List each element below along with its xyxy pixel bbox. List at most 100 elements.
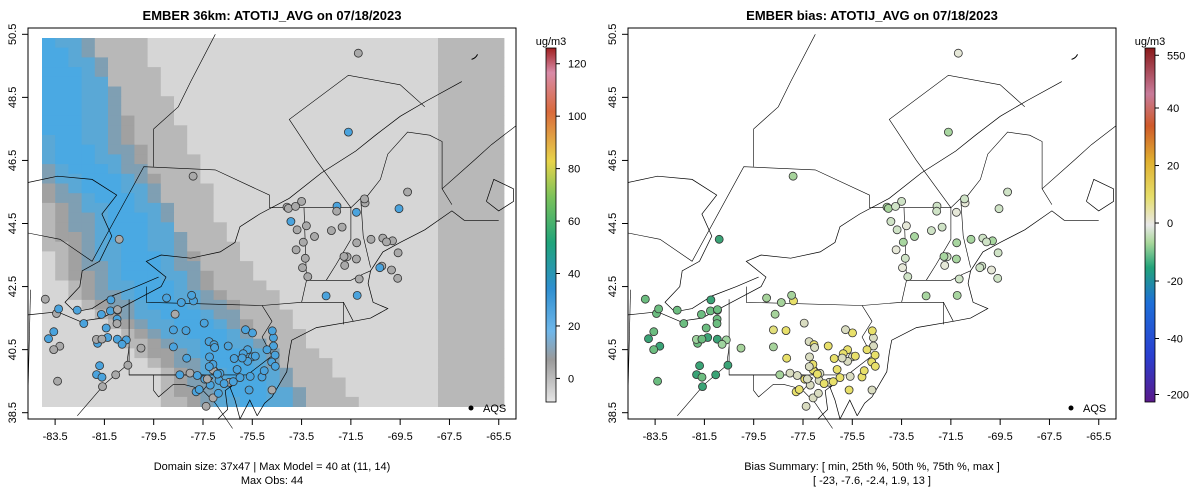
raster-cell	[332, 251, 346, 262]
raster-cell	[94, 154, 109, 165]
obs-point	[101, 323, 111, 333]
raster-cell	[438, 290, 452, 301]
raster-cell	[200, 367, 214, 378]
raster-cell	[68, 105, 82, 116]
raster-cell	[372, 309, 386, 320]
raster-cell	[306, 348, 320, 359]
raster-cell	[345, 96, 360, 107]
raster-cell	[358, 105, 373, 116]
raster-cell	[424, 261, 439, 272]
raster-cell	[279, 387, 294, 398]
left-footer-line2: Max Obs: 44	[241, 475, 303, 487]
raster-cell	[464, 251, 478, 262]
raster-cell	[438, 348, 452, 359]
raster-cell	[253, 86, 267, 97]
raster-cell	[240, 144, 254, 155]
raster-cell	[55, 144, 69, 155]
raster-cell	[477, 125, 492, 136]
raster-cell	[55, 348, 69, 359]
raster-cell	[451, 135, 465, 146]
raster-cell	[266, 96, 280, 107]
raster-cell	[253, 202, 267, 213]
bias-point	[921, 291, 931, 301]
raster-cell	[147, 135, 162, 146]
raster-cell	[213, 144, 228, 155]
raster-cell	[81, 193, 96, 204]
raster-cell	[358, 329, 373, 340]
raster-cell	[292, 57, 307, 68]
bias-point	[867, 326, 877, 336]
y-tick-label: 46.5	[607, 150, 619, 171]
raster-cell	[81, 164, 96, 175]
state-border	[153, 34, 216, 167]
raster-cell	[94, 135, 109, 146]
left-observation-points	[40, 48, 413, 411]
raster-cell	[266, 377, 280, 388]
raster-cell	[147, 76, 162, 87]
raster-cell	[477, 241, 492, 252]
raster-cell	[319, 232, 333, 243]
raster-cell	[358, 377, 373, 388]
x-tick-label: -67.5	[1037, 431, 1062, 443]
raster-cell	[266, 164, 280, 175]
raster-cell	[200, 280, 214, 291]
raster-cell	[319, 358, 333, 369]
raster-cell	[398, 154, 412, 165]
raster-cell	[411, 290, 426, 301]
bias-point	[801, 401, 811, 411]
raster-cell	[240, 105, 254, 116]
bias-point	[792, 371, 802, 380]
raster-cell	[147, 358, 162, 369]
raster-cell	[477, 319, 492, 330]
raster-cell	[147, 338, 162, 349]
raster-cell	[490, 183, 505, 194]
raster-cell	[134, 367, 148, 378]
obs-point	[123, 360, 133, 370]
raster-cell	[358, 57, 373, 68]
obs-point	[382, 237, 391, 247]
raster-cell	[345, 338, 360, 349]
y-tick-label: 46.5	[7, 150, 19, 171]
raster-cell	[477, 280, 492, 291]
right-title: EMBER bias: ATOTIJ_AVG on 07/18/2023	[746, 8, 998, 23]
raster-cell	[438, 319, 452, 330]
raster-cell	[490, 212, 505, 223]
raster-cell	[121, 183, 135, 194]
obs-point	[326, 226, 336, 236]
raster-cell	[451, 280, 465, 291]
obs-point	[343, 127, 353, 137]
raster-cell	[108, 222, 122, 233]
raster-cell	[464, 193, 478, 204]
right-map-borders	[627, 34, 1117, 429]
raster-cell	[464, 299, 478, 310]
raster-cell	[451, 183, 465, 194]
raster-cell	[68, 154, 82, 165]
raster-cell	[372, 377, 386, 388]
raster-cell	[108, 125, 122, 136]
raster-cell	[226, 309, 241, 320]
raster-cell	[398, 67, 412, 78]
raster-cell	[187, 251, 201, 262]
raster-cell	[134, 96, 148, 107]
raster-cell	[490, 280, 505, 291]
raster-cell	[240, 115, 254, 126]
raster-cell	[292, 86, 307, 97]
raster-cell	[108, 290, 122, 301]
raster-cell	[306, 338, 320, 349]
raster-cell	[372, 367, 386, 378]
raster-cell	[42, 173, 56, 184]
raster-cell	[187, 377, 201, 388]
coastline	[256, 210, 499, 416]
raster-cell	[226, 76, 241, 87]
raster-cell	[68, 57, 82, 68]
obs-point	[352, 238, 362, 248]
raster-cell	[42, 47, 56, 58]
raster-cell	[490, 358, 505, 369]
obs-point	[201, 401, 211, 411]
bias-point	[698, 382, 707, 392]
raster-cell	[68, 67, 82, 78]
raster-cell	[451, 173, 465, 184]
raster-cell	[424, 251, 439, 262]
raster-cell	[345, 280, 360, 291]
raster-cell	[42, 329, 56, 340]
